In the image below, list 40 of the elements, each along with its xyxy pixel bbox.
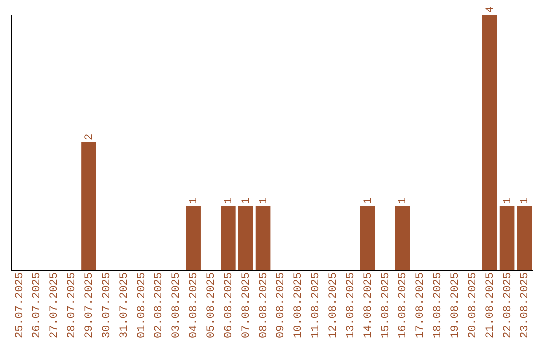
x-tick-label: 15.08.2025	[380, 272, 392, 339]
data-label: 2	[84, 134, 96, 140]
x-tick-label: 04.08.2025	[188, 272, 201, 339]
x-tick-label: 10.08.2025	[293, 272, 306, 339]
x-tick-label: 22.08.2025	[502, 272, 514, 339]
x-tick-label: 28.07.2025	[66, 272, 79, 339]
x-tick-label: 07.08.2025	[240, 272, 253, 339]
x-tick-label: 18.08.2025	[432, 272, 445, 339]
x-tick-label: 20.08.2025	[467, 272, 480, 339]
x-tick-label: 27.07.2025	[49, 272, 62, 339]
data-label: 1	[362, 197, 375, 204]
x-tick-label: 30.07.2025	[101, 272, 114, 339]
x-tick-label: 17.08.2025	[415, 272, 428, 339]
x-tick-label: 12.08.2025	[328, 272, 340, 339]
data-label: 1	[240, 197, 253, 204]
x-tick-label: 01.08.2025	[136, 272, 148, 339]
data-label: 4	[484, 6, 497, 13]
x-tick-label: 25.07.2025	[14, 272, 26, 339]
x-tick-label: 14.08.2025	[362, 272, 375, 339]
x-tick-label: 11.08.2025	[310, 272, 323, 339]
data-label: 1	[223, 197, 236, 204]
x-tick-label: 09.08.2025	[276, 272, 288, 339]
x-tick-label: 05.08.2025	[206, 272, 218, 339]
x-tick-label: 02.08.2025	[154, 272, 166, 339]
data-label: 1	[502, 197, 514, 204]
x-tick-label: 21.08.2025	[484, 272, 497, 339]
data-label: 1	[258, 197, 270, 204]
x-tick-label: 13.08.2025	[345, 272, 358, 339]
x-tick-label: 03.08.2025	[171, 272, 184, 339]
data-label: 1	[398, 197, 410, 204]
x-tick-label: 23.08.2025	[520, 272, 532, 339]
data-label: 1	[520, 197, 532, 204]
x-tick-label: 26.07.2025	[32, 272, 44, 339]
x-tick-label: 31.07.2025	[118, 272, 131, 339]
x-tick-label: 08.08.2025	[258, 272, 270, 339]
data-label: 1	[188, 197, 201, 204]
x-tick-label: 06.08.2025	[223, 272, 236, 339]
x-tick-label: 29.07.2025	[84, 272, 96, 339]
x-tick-label: 19.08.2025	[450, 272, 462, 339]
x-tick-label: 16.08.2025	[398, 272, 410, 339]
